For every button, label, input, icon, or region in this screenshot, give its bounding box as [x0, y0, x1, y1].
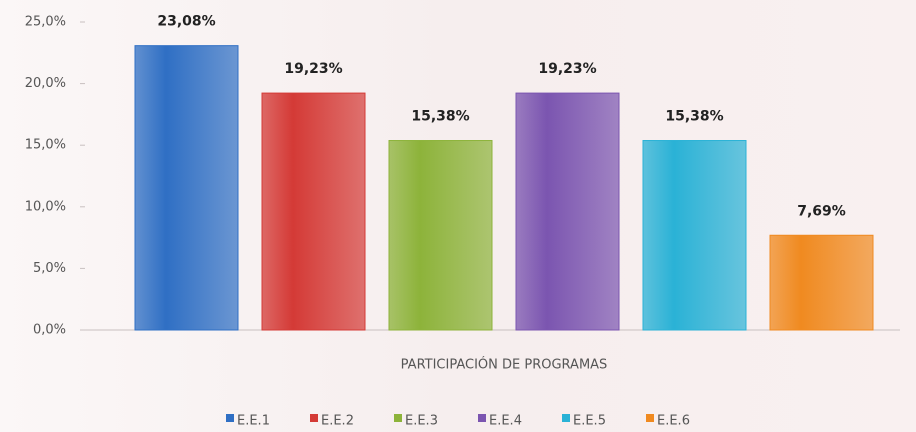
- legend-swatch: [226, 414, 234, 422]
- y-tick-label: 15,0%: [25, 138, 66, 153]
- value-label: 23,08%: [157, 14, 215, 30]
- bar: [388, 140, 493, 331]
- value-label: 19,23%: [284, 61, 342, 77]
- legend-label: E.E.1: [237, 414, 270, 429]
- y-tick-label: 0,0%: [33, 323, 66, 338]
- bar: [769, 234, 874, 331]
- legend-swatch: [562, 414, 570, 422]
- legend-label: E.E.3: [405, 414, 438, 429]
- x-axis-label: PARTICIPACIÓN DE PROGRAMAS: [401, 357, 608, 373]
- bar: [642, 140, 747, 331]
- y-tick-label: 10,0%: [25, 199, 66, 214]
- y-tick-label: 25,0%: [25, 15, 66, 30]
- legend-label: E.E.5: [573, 414, 606, 429]
- value-label: 7,69%: [797, 203, 846, 219]
- legend-label: E.E.6: [657, 414, 690, 429]
- legend-swatch: [646, 414, 654, 422]
- legend-label: E.E.4: [489, 414, 522, 429]
- bar: [134, 45, 239, 331]
- legend-label: E.E.2: [321, 414, 354, 429]
- y-tick-label: 5,0%: [33, 261, 66, 276]
- y-tick-label: 20,0%: [25, 76, 66, 91]
- bar: [261, 92, 366, 331]
- legend-swatch: [394, 414, 402, 422]
- legend-swatch: [478, 414, 486, 422]
- value-label: 15,38%: [411, 109, 469, 125]
- bar: [515, 92, 620, 331]
- value-label: 19,23%: [538, 61, 596, 77]
- legend-swatch: [310, 414, 318, 422]
- value-label: 15,38%: [665, 109, 723, 125]
